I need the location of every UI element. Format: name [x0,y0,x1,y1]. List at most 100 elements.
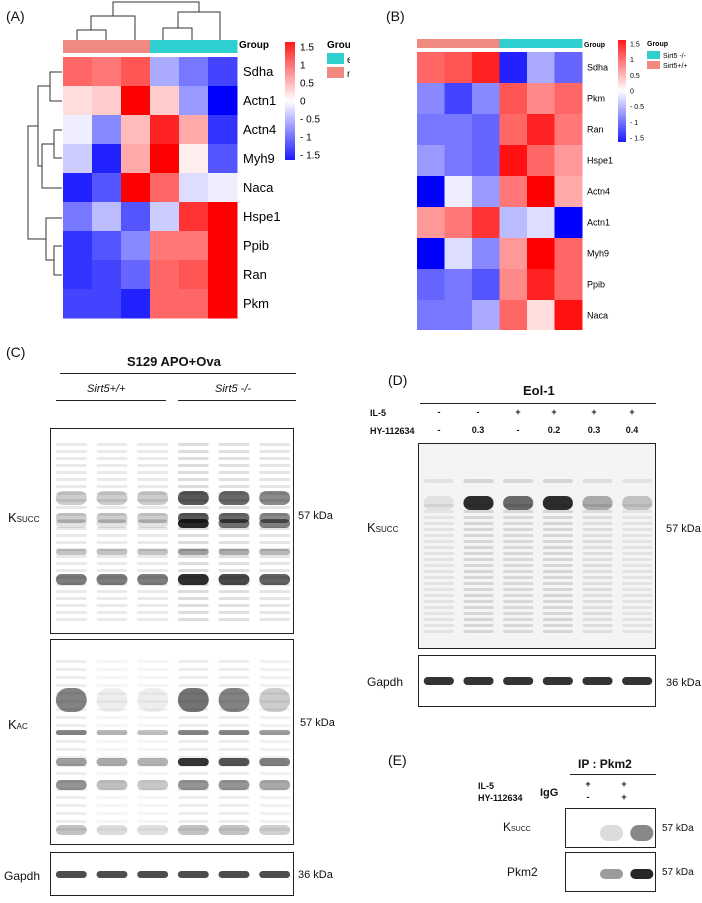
blot-band [542,528,573,531]
heatmap-cell [208,260,238,290]
scale-tick-label: 1.5 [300,43,314,54]
heatmap-cell [417,207,445,239]
panel-d-blot-gapdh [418,655,656,707]
blot-band [622,606,653,609]
group-bar-cell [444,39,473,48]
panel-a-gene-labels: Sdha Actn1 Actn4 Myh9 Naca Hspe1 Ppib Ran Pkm [243,64,281,311]
blot-band [96,772,128,775]
blot-band [55,772,87,775]
blot-band [582,564,613,567]
blot-band [582,528,613,531]
blot-band [137,708,169,711]
blot-band [622,558,653,561]
blot-band [177,825,209,835]
blot-band [542,510,573,513]
blot-band [177,491,209,505]
blot-band [177,548,209,551]
heatmap-cell [63,231,93,261]
blot-band [96,604,128,607]
blot-band [55,871,87,878]
blot-band [599,825,624,841]
blot-band [582,588,613,591]
heatmap-cell [63,202,93,232]
blot-band [96,555,128,558]
blot-band [137,692,169,695]
heatmap-cell [121,57,151,87]
legend-label: non- eCRS [347,69,350,80]
blot-band [55,660,87,663]
gene-label: Actn4 [243,122,276,137]
heatmap-cell [150,231,180,261]
panel-c-label: (C) [6,344,26,360]
blot-band [55,730,87,735]
blot-band [55,812,87,815]
blot-band [259,692,291,695]
heatmap-cell [527,176,555,208]
blot-band [463,582,494,585]
heatmap-cell [121,173,151,203]
blot-band [96,506,128,509]
blot-band [423,624,454,627]
heatmap-cell [417,238,445,270]
heatmap-cell [92,231,122,261]
heatmap-cell [554,176,583,208]
blot-band [423,677,454,685]
blot-band [259,549,291,555]
heatmap-cell [444,238,473,270]
blot-band [177,555,209,558]
blot-band [259,597,291,600]
blot-band [137,820,169,823]
blot-band [55,604,87,607]
blot-band [55,549,87,555]
blot-band [463,496,494,510]
blot-band [542,546,573,549]
heatmap-cell [208,231,238,261]
blot-band [137,519,169,528]
blot-band [218,676,250,679]
heatmap-cell [121,231,151,261]
blot-band [55,788,87,791]
gene-label: Naca [243,180,274,195]
blot-band [622,582,653,585]
blot-band [55,492,87,495]
panel-c-condition: S129 APO+Ova [127,354,221,369]
blot-band [423,594,454,597]
blot-band [96,597,128,600]
heatmap-cell [150,144,180,174]
blot-band [137,611,169,614]
blot-band [55,478,87,481]
blot-band [622,576,653,579]
blot-band [582,534,613,537]
legend-swatch [647,51,660,59]
blot-band [423,496,454,510]
blot-band [582,594,613,597]
panel-e-ip-line [570,774,656,776]
blot-band [137,569,169,572]
heatmap-cell [208,173,238,203]
gene-label: Ran [243,267,267,282]
blot-band [96,716,128,719]
panel-b-color-scale [618,40,626,142]
heatmap-cell [179,202,209,232]
heatmap-cell [208,202,238,232]
blot-band [177,485,209,488]
heatmap-cell [150,260,180,290]
blot-band [177,812,209,815]
blot-band [423,618,454,621]
blot-band [137,684,169,687]
blot-band [96,724,128,727]
panel-a-label: (A) [6,8,25,24]
blot-band [96,574,128,585]
blot-band [259,772,291,775]
blot-band [96,618,128,621]
blot-band [137,796,169,799]
blot-band [55,513,87,523]
blot-band [259,443,291,446]
blot-band [177,541,209,544]
blot-band [582,540,613,543]
blot-band [259,780,291,790]
blot-band [582,510,613,513]
panel-d-row-value: 0.3 [587,425,601,435]
legend-swatch [327,53,344,64]
blot-band [503,606,534,609]
